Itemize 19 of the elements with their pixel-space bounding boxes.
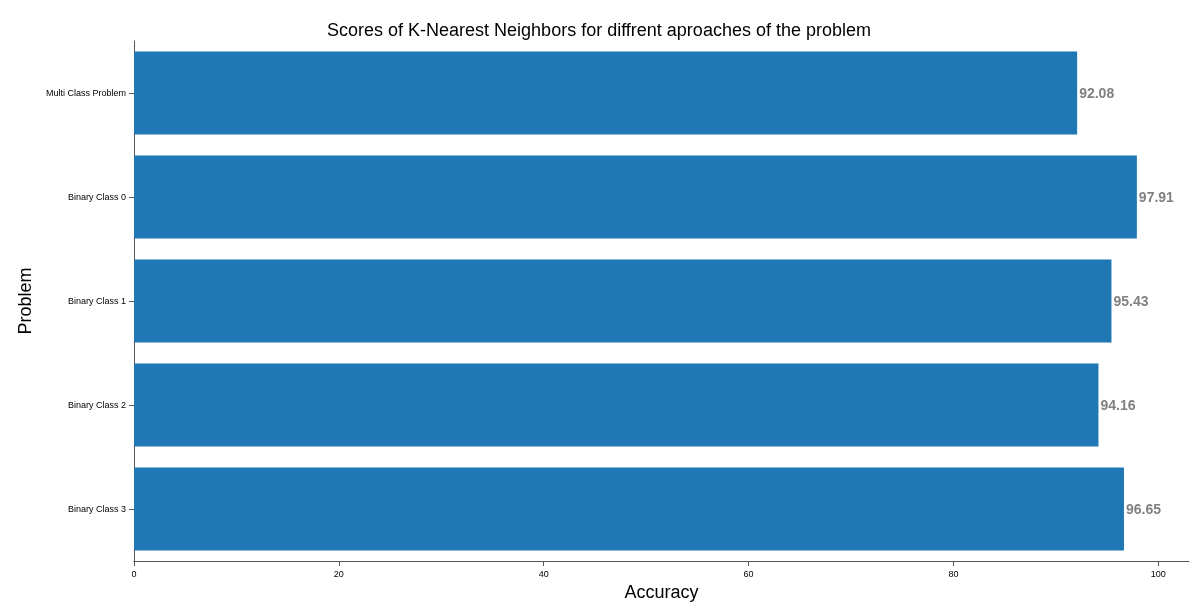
y-tick-label: Binary Class 3 xyxy=(67,504,126,514)
y-tick-label: Binary Class 1 xyxy=(67,296,126,306)
data-label: 95.43 xyxy=(1113,293,1149,309)
y-tick-label: Binary Class 2 xyxy=(67,400,126,410)
x-tick-label: 40 xyxy=(538,568,549,579)
y-tick-label: Multi Class Problem xyxy=(45,88,126,98)
data-label: 97.91 xyxy=(1138,189,1175,205)
data-label: 96.65 xyxy=(1125,501,1162,517)
y-tick-label: Binary Class 0 xyxy=(67,192,126,202)
x-tick-label: 0 xyxy=(131,568,137,579)
data-label: 92.08 xyxy=(1079,85,1115,101)
x-tick-label: 20 xyxy=(333,568,344,579)
x-tick-label: 100 xyxy=(1150,568,1166,579)
x-axis-title: Accuracy xyxy=(624,582,699,602)
y-axis-title: Problem xyxy=(15,267,35,335)
data-label: 94.16 xyxy=(1100,397,1136,413)
chart-title: Scores of K-Nearest Neighbors for diffrent aproaches of the problem xyxy=(327,20,871,40)
x-tick-label: 80 xyxy=(948,568,959,579)
x-tick-label: 60 xyxy=(743,568,754,579)
